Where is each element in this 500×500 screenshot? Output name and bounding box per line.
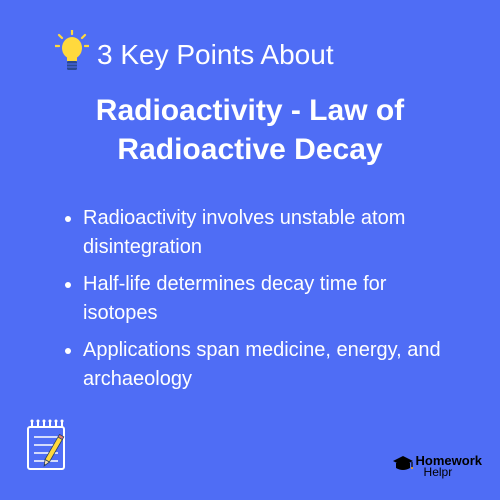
lightbulb-icon	[55, 30, 89, 79]
list-item: Applications span medicine, energy, and …	[83, 336, 445, 394]
heading-row: 3 Key Points About	[55, 30, 465, 79]
topic-title: Radioactivity - Law of Radioactive Decay	[35, 91, 465, 169]
graduation-cap-icon	[392, 455, 414, 478]
bullet-list: Radioactivity involves unstable atom dis…	[35, 204, 465, 394]
list-item: Half-life determines decay time for isot…	[83, 270, 445, 328]
brand-logo: Homework Helpr	[392, 455, 482, 478]
heading-label: 3 Key Points About	[97, 39, 334, 71]
infographic-container: 3 Key Points About Radioactivity - Law o…	[0, 0, 500, 500]
logo-text: Homework Helpr	[416, 455, 482, 477]
list-item: Radioactivity involves unstable atom dis…	[83, 204, 445, 262]
notepad-icon	[22, 415, 80, 478]
